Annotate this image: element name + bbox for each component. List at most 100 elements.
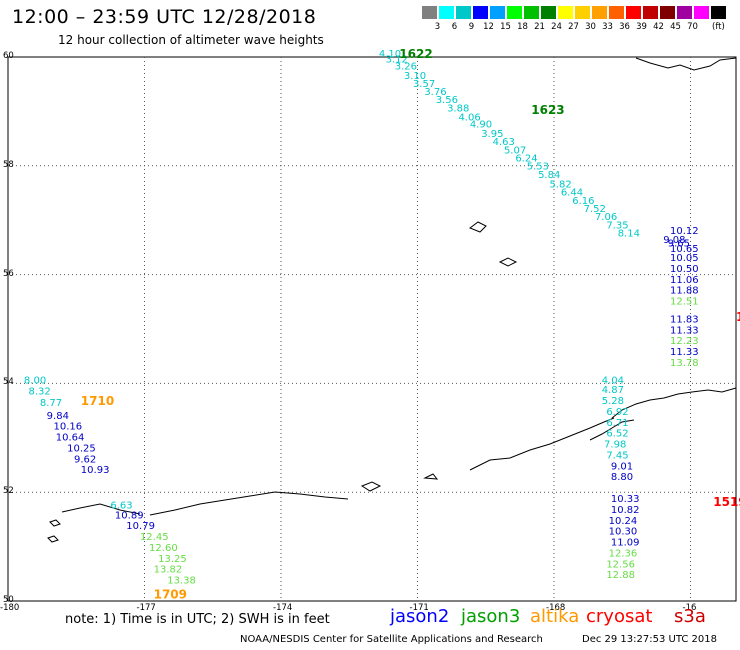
wave-height-label: 10.82 <box>611 505 640 516</box>
legend-label: 15 <box>500 22 511 32</box>
legend-label: 39 <box>636 22 647 32</box>
wave-height-label: 9.62 <box>74 454 96 465</box>
wave-height-label: 5.07 <box>504 145 526 156</box>
plot-frame <box>7 56 737 602</box>
satellite-altika: altika <box>530 606 580 627</box>
wave-height-label: 8.32 <box>28 386 50 397</box>
wave-height-label: 8.00 <box>24 375 46 386</box>
coastline <box>635 57 737 71</box>
y-tick-label: 60 <box>3 51 14 61</box>
legend-label: 30 <box>585 22 596 32</box>
coastline <box>149 491 349 516</box>
wave-height-label: 12.45 <box>140 532 169 543</box>
wave-height-label: 7.35 <box>606 220 628 231</box>
wave-height-label: 10.05 <box>670 253 699 264</box>
y-tick-label: 58 <box>3 159 14 170</box>
wave-height-label: 11.88 <box>670 286 699 297</box>
coastline <box>611 387 737 419</box>
pass-time-label: 1 <box>736 310 740 324</box>
wave-height-label: 11.33 <box>670 325 699 336</box>
wave-height-label: 12.60 <box>149 543 178 554</box>
legend-swatch <box>660 6 675 19</box>
wave-height-label: 3.10 <box>404 71 426 82</box>
legend-label: 18 <box>517 22 528 32</box>
legend-swatch <box>643 6 658 19</box>
legend-label: 27 <box>568 22 579 32</box>
legend-label: 33 <box>602 22 613 32</box>
legend-swatch <box>711 6 726 19</box>
wave-height-label: 5.28 <box>602 396 624 407</box>
wave-height-label: 10.33 <box>611 494 640 505</box>
pass-time-label: 1519 <box>713 495 740 509</box>
wave-height-label: 11.33 <box>670 347 699 358</box>
legend-label: 3 <box>434 22 441 32</box>
x-tick-label: -171 <box>409 603 429 613</box>
wave-height-label: 13.25 <box>158 554 187 565</box>
wave-height-label: 6.71 <box>606 418 628 429</box>
wave-height-label: 6.52 <box>606 429 628 440</box>
timestamp-text: Dec 29 13:27:53 UTC 2018 <box>582 634 717 645</box>
coastline <box>498 257 518 267</box>
coastline <box>468 221 487 233</box>
wave-height-label: 4.87 <box>602 385 624 396</box>
wave-height-label: 6.63 <box>110 501 132 512</box>
wave-height-label: 9.08 <box>663 235 685 246</box>
coastline <box>360 481 382 492</box>
wave-height-label: 4.10 <box>379 49 401 60</box>
wave-height-label: 11.06 <box>670 275 699 286</box>
y-tick-label: 50 <box>3 595 14 605</box>
coastline <box>61 503 141 515</box>
footnote: note: 1) Time is in UTC; 2) SWH is in fe… <box>65 612 330 627</box>
wave-height-label: 10.89 <box>115 510 144 521</box>
wave-height-label: 12.88 <box>606 570 635 581</box>
wave-height-label: 13.82 <box>154 565 183 576</box>
legend-label: 6 <box>451 22 458 32</box>
legend-label: 70 <box>687 22 698 32</box>
legend-label: 45 <box>670 22 681 32</box>
legend-swatch <box>677 6 692 19</box>
legend-unit: (ft) <box>712 22 725 32</box>
wave-height-label: 13.38 <box>167 576 196 587</box>
chart-title: 12:00 – 23:59 UTC 12/28/2018 <box>12 6 317 28</box>
legend-swatch <box>439 6 454 19</box>
wave-height-label: 4.63 <box>493 137 515 148</box>
legend-label: 24 <box>551 22 562 32</box>
wave-height-label: 7.98 <box>604 440 626 451</box>
legend-swatch <box>592 6 607 19</box>
wave-height-label: 9.84 <box>47 411 69 422</box>
wave-height-label: 6.24 <box>515 153 537 164</box>
legend-swatch <box>490 6 505 19</box>
pass-time-label: 1710 <box>81 394 114 408</box>
x-tick-label: -168 <box>546 603 566 613</box>
legend-label: 9 <box>468 22 475 32</box>
wave-height-label: 4.04 <box>602 375 624 386</box>
chart-subtitle: 12 hour collection of altimeter wave hei… <box>58 33 324 47</box>
wave-height-label: 7.52 <box>584 204 606 215</box>
legend-swatch <box>507 6 522 19</box>
legend-swatch <box>541 6 556 19</box>
pass-time-label: 1709 <box>154 587 187 601</box>
wave-height-label: 5.53 <box>527 162 549 173</box>
coastline <box>49 519 61 527</box>
legend-swatch <box>422 6 437 19</box>
wave-height-label: 7.45 <box>606 450 628 461</box>
wave-height-label: 3.76 <box>424 87 446 98</box>
wave-height-label: 3.12 <box>386 54 408 65</box>
y-tick-label: 54 <box>3 377 14 388</box>
wave-height-label: 10.79 <box>126 521 155 532</box>
wave-height-label: 10.65 <box>670 244 699 255</box>
wave-height-label: 8.14 <box>618 229 640 240</box>
legend-label: 12 <box>483 22 494 32</box>
satellite-cryosat: cryosat <box>586 606 653 627</box>
legend-swatch <box>609 6 624 19</box>
wave-height-label: 3.88 <box>447 103 469 114</box>
wave-height-label: 3.56 <box>436 95 458 106</box>
credit-text: NOAA/NESDIS Center for Satellite Applica… <box>240 634 543 645</box>
wave-height-label: 9.01 <box>611 461 633 472</box>
legend-swatch <box>524 6 539 19</box>
wave-height-label: 12.51 <box>670 297 699 308</box>
wave-height-label: 10.25 <box>67 443 96 454</box>
y-tick-label: 52 <box>3 486 14 497</box>
wave-height-label: 10.93 <box>81 465 110 476</box>
